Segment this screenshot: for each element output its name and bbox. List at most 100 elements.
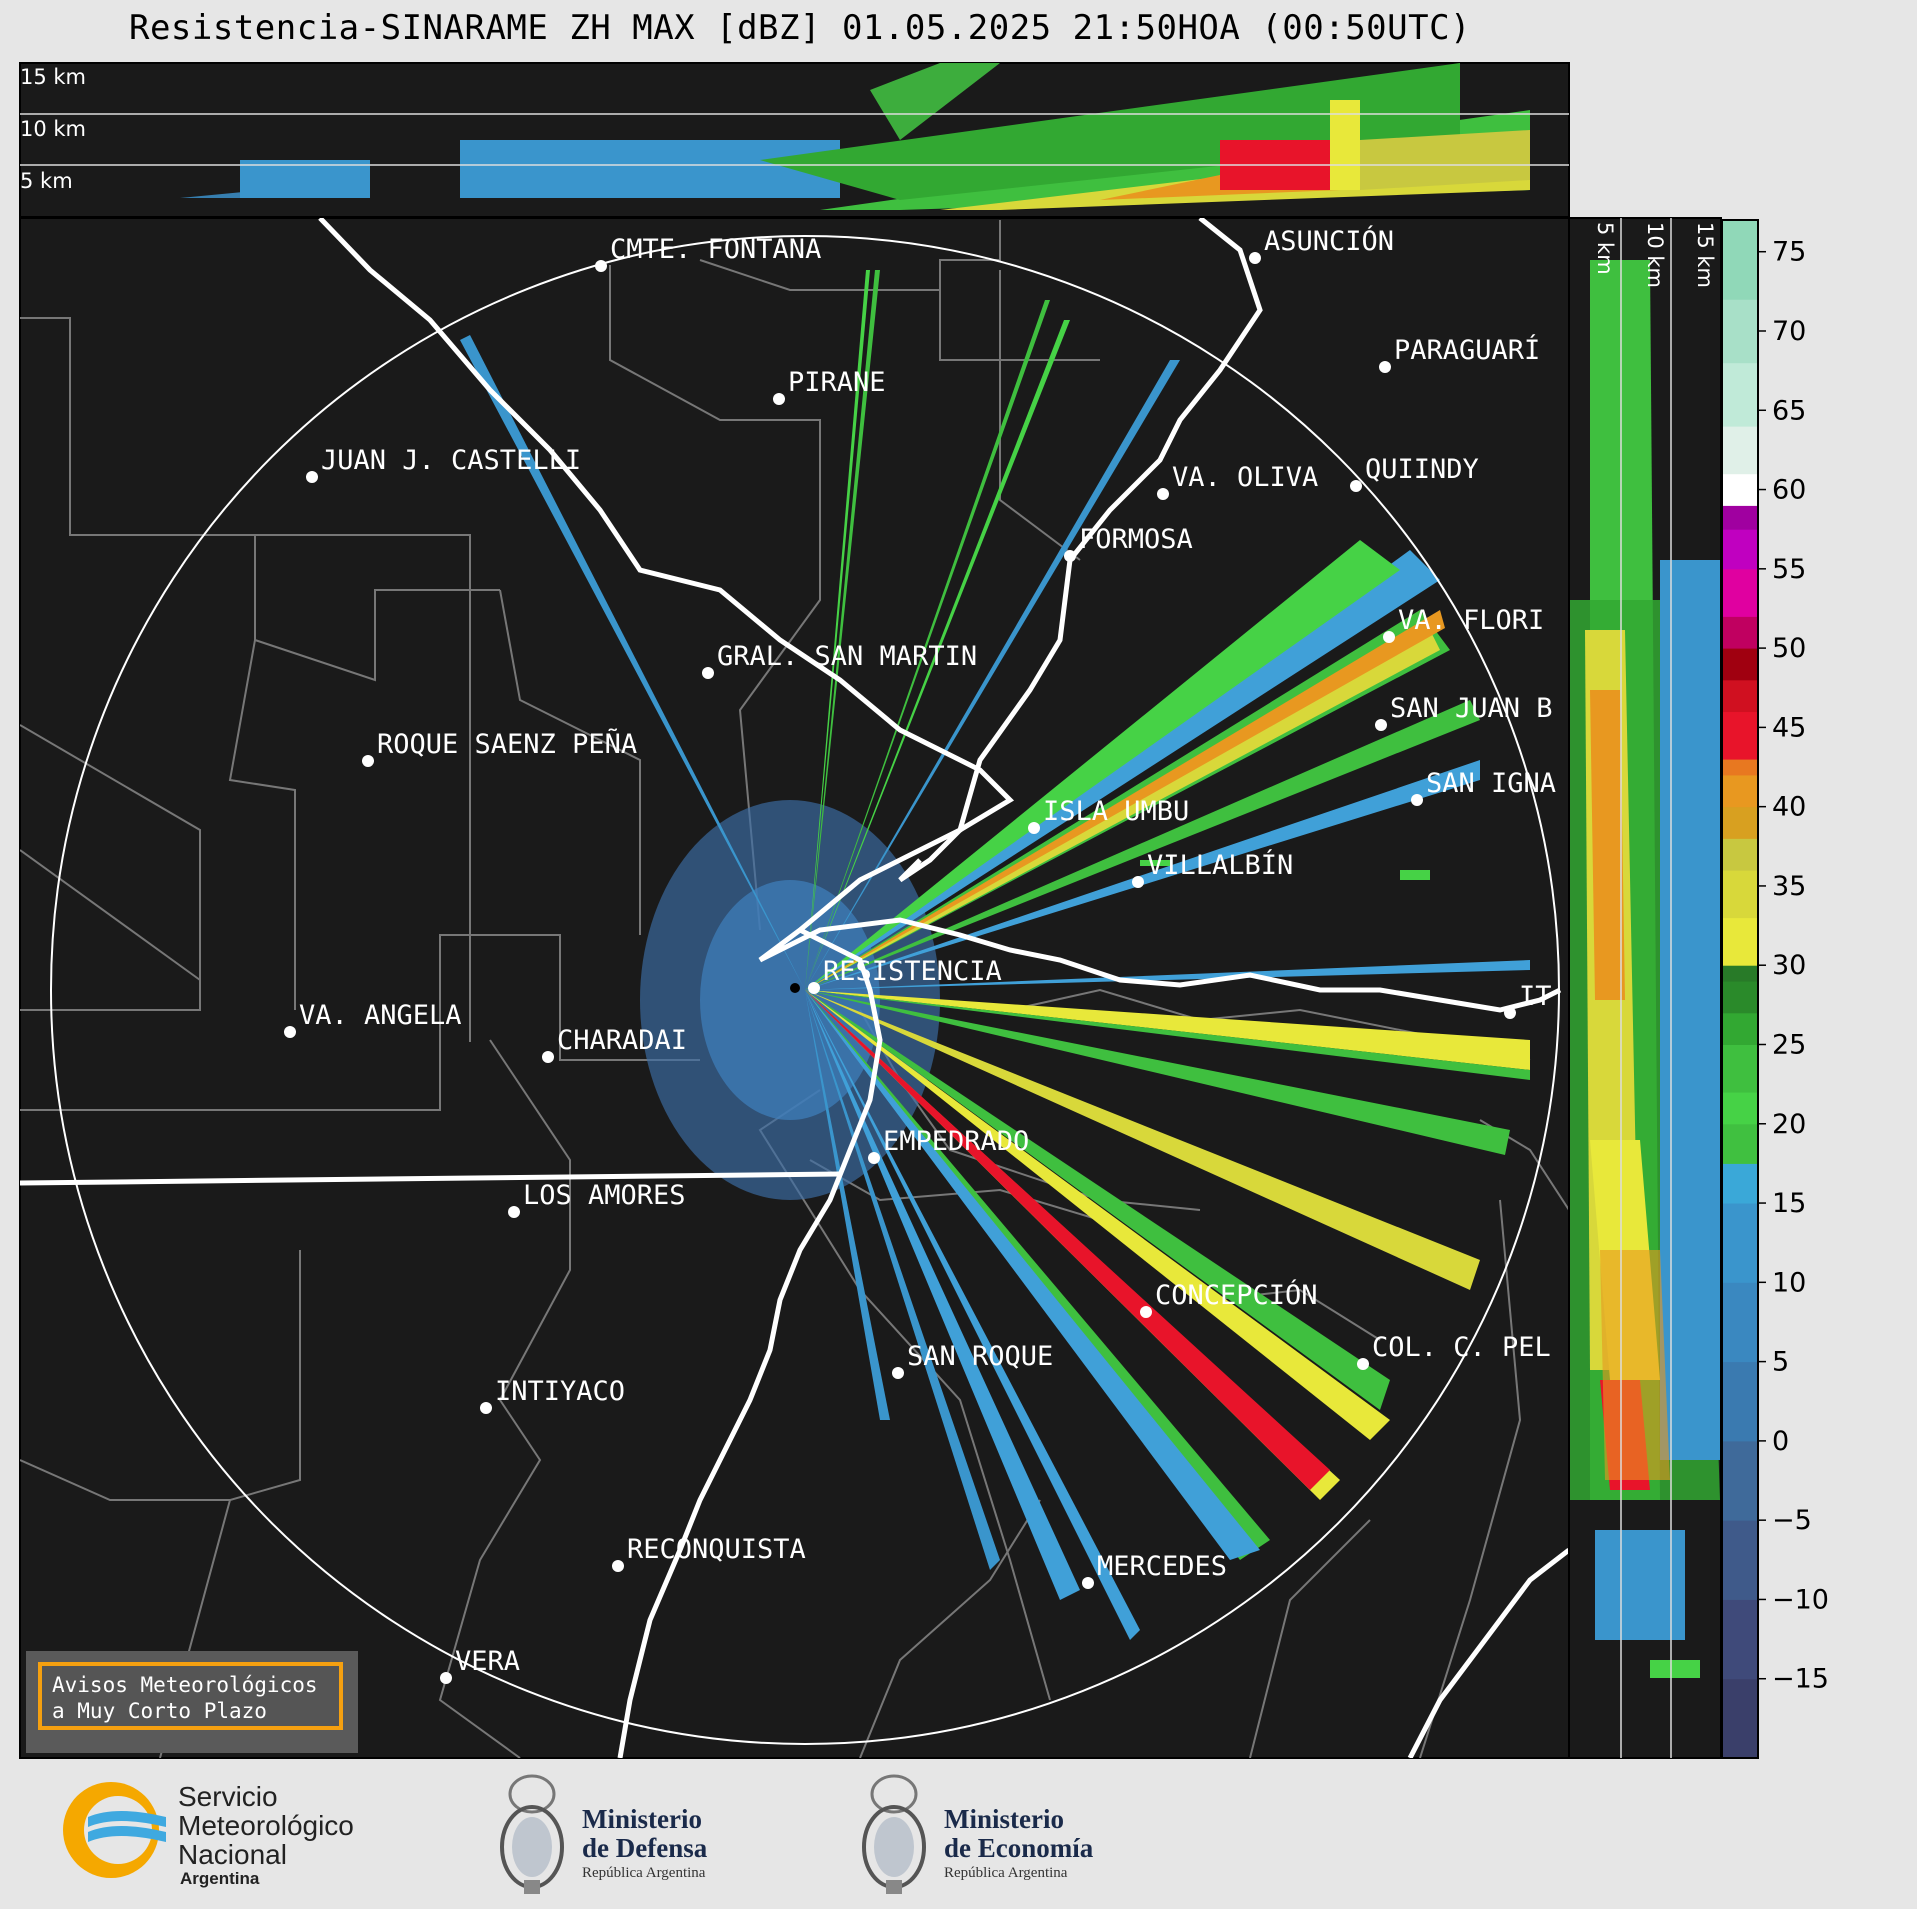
place-marker <box>480 1402 492 1414</box>
colorbar-tick-label: 20 <box>1772 1109 1806 1140</box>
place-label: CMTE. FONTANA <box>610 234 821 265</box>
smn-line-4: Argentina <box>180 1869 260 1888</box>
side-cross-section-panel: 5 km 10 km 15 km <box>1568 217 1722 1759</box>
map-title: Resistencia-SINARAME ZH MAX [dBZ] 01.05.… <box>128 8 1472 48</box>
colorbar-segment <box>1722 838 1758 871</box>
place-marker <box>1350 480 1362 492</box>
place-marker <box>1140 1306 1152 1318</box>
notice-line-2: a Muy Corto Plazo <box>52 1699 267 1723</box>
colorbar-segment <box>1722 1123 1758 1164</box>
colorbar-segment <box>1722 529 1758 570</box>
defensa-line-3: República Argentina <box>582 1865 706 1881</box>
place-label: PIRANE <box>788 367 886 398</box>
top-cross-section-panel: 15 km 10 km 5 km <box>19 62 1570 218</box>
colorbar-tick-label: 30 <box>1772 950 1806 981</box>
economia-line-1: Ministerio <box>944 1804 1064 1834</box>
place-marker <box>702 667 714 679</box>
colorbar-tick-label: 10 <box>1772 1267 1806 1298</box>
colorbar-segment <box>1722 1044 1758 1093</box>
colorbar-tick-label: −15 <box>1772 1664 1829 1695</box>
place-marker <box>1082 1577 1094 1589</box>
colorbar-tick-label: 45 <box>1772 712 1806 743</box>
place-label: IT <box>1519 981 1552 1012</box>
colorbar-segment <box>1722 299 1758 364</box>
place-marker <box>1157 488 1169 500</box>
colorbar-tick-label: 75 <box>1772 237 1806 268</box>
place-label: VERA <box>455 1646 520 1677</box>
notice-line-1: Avisos Meteorológicos <box>52 1673 318 1697</box>
colorbar-tick-label: 60 <box>1772 475 1806 506</box>
place-marker <box>440 1672 452 1684</box>
place-label: JUAN J. CASTELLI <box>321 445 581 476</box>
place-marker <box>362 755 374 767</box>
place-label: VA. FLORI <box>1398 605 1544 636</box>
place-label: ISLA UMBU <box>1043 796 1189 827</box>
colorbar-tick-label: −10 <box>1772 1584 1829 1615</box>
colorbar-tick-label: 65 <box>1772 395 1806 426</box>
colorbar-segment <box>1722 759 1758 776</box>
place-marker <box>284 1026 296 1038</box>
map-panel: CMTE. FONTANA ASUNCIÓN PARAGUARÍ PIRANE JUAN… <box>19 217 1570 1759</box>
place-label: VA. OLIVA <box>1172 462 1318 493</box>
place-marker <box>1028 822 1040 834</box>
place-label: MERCEDES <box>1097 1551 1227 1582</box>
rivers-and-border <box>20 218 1569 1758</box>
colorbar-segment <box>1722 1440 1758 1521</box>
smn-logo-icon <box>63 1782 166 1878</box>
place-marker <box>595 260 607 272</box>
place-marker <box>1064 550 1076 562</box>
economia-line-2: de Economía <box>944 1833 1094 1863</box>
colorbar-tick-label: 5 <box>1772 1347 1789 1378</box>
place-marker <box>306 471 318 483</box>
coat-of-arms-economia-icon <box>862 1774 926 1894</box>
colorbar-segment <box>1722 774 1758 808</box>
colorbar-segment <box>1722 917 1758 966</box>
place-label: VA. ANGELA <box>299 1000 462 1031</box>
colorbar-segment <box>1722 1678 1758 1759</box>
top-height-label-15: 15 km <box>20 65 86 89</box>
colorbar-segment <box>1722 1361 1758 1442</box>
colorbar-tick-label: 25 <box>1772 1029 1806 1060</box>
place-label: GRAL. SAN MARTIN <box>717 641 977 672</box>
colorbar-segment <box>1722 505 1758 530</box>
coat-of-arms-defensa-icon <box>500 1774 564 1894</box>
range-ring <box>50 235 1560 1745</box>
colorbar-tick-label: 35 <box>1772 871 1806 902</box>
place-marker <box>1379 361 1391 373</box>
colorbar-segment <box>1722 965 1758 982</box>
notice-box[interactable]: Avisos Meteorológicos a Muy Corto Plazo <box>38 1662 343 1730</box>
place-labels: CMTE. FONTANA ASUNCIÓN PARAGUARÍ PIRANE JUAN… <box>284 225 1556 1684</box>
place-label: FORMOSA <box>1079 524 1193 555</box>
colorbar-segment <box>1722 679 1758 713</box>
place-marker <box>612 1560 624 1572</box>
colorbar-segment <box>1722 1092 1758 1125</box>
colorbar-segment <box>1722 1163 1758 1204</box>
radar-echoes <box>460 270 1530 1640</box>
top-height-label-5: 5 km <box>20 169 73 193</box>
colorbar-segment <box>1722 806 1758 839</box>
place-label: SAN JUAN B <box>1390 693 1553 724</box>
side-height-label-5: 5 km <box>1593 222 1617 275</box>
place-label: SAN IGNA <box>1426 768 1556 799</box>
place-label: RESISTENCIA <box>823 956 1002 987</box>
side-height-label-15: 15 km <box>1693 222 1717 288</box>
colorbar-segment <box>1722 616 1758 649</box>
colorbar-segment <box>1722 1282 1758 1363</box>
place-label: SAN ROQUE <box>907 1341 1053 1372</box>
defensa-line-2: de Defensa <box>582 1833 708 1863</box>
place-marker <box>1411 794 1423 806</box>
colorbar-segment <box>1722 648 1758 681</box>
place-marker <box>808 982 820 994</box>
place-label: VILLALBÍN <box>1147 849 1293 881</box>
colorbar-segment <box>1722 473 1758 506</box>
colorbar-segment <box>1722 1012 1758 1045</box>
place-marker <box>1383 631 1395 643</box>
colorbar-segment <box>1722 1203 1758 1283</box>
colorbar-segment <box>1722 220 1758 300</box>
place-label: ASUNCIÓN <box>1264 225 1394 257</box>
defensa-line-1: Ministerio <box>582 1804 702 1834</box>
colorbar-segment <box>1722 711 1758 760</box>
place-marker <box>892 1367 904 1379</box>
